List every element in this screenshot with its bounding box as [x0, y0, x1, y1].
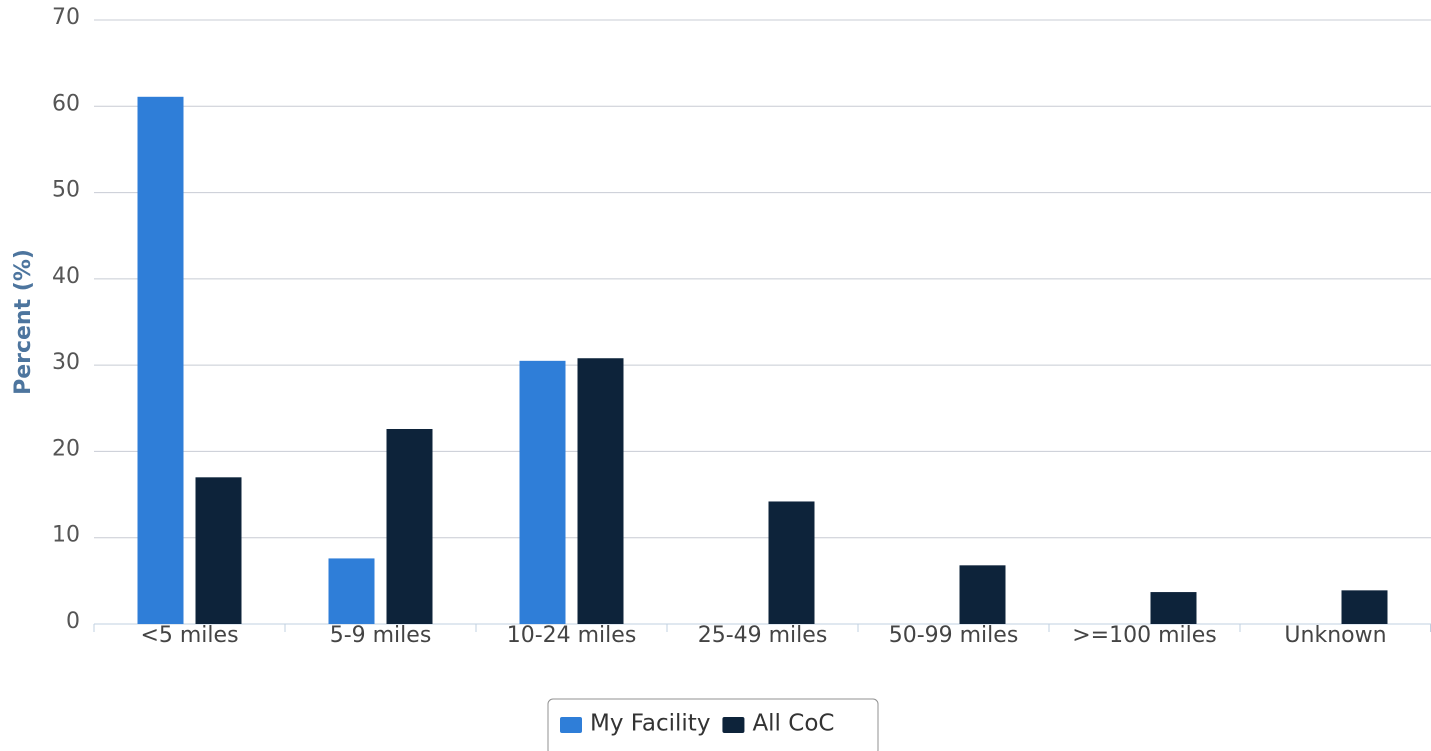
y-axis-title: Percent (%) [11, 249, 36, 395]
legend-box [547, 698, 879, 751]
legend-label: My Facility [590, 711, 710, 737]
x-tick-label: 5-9 miles [330, 623, 432, 648]
y-tick-label: 70 [52, 5, 80, 30]
legend-swatch [722, 717, 745, 733]
legend-label: All CoC [752, 711, 834, 737]
bar [768, 501, 815, 624]
bar [328, 558, 375, 624]
x-tick-label: 50-99 miles [889, 623, 1019, 648]
x-tick-label: <5 miles [140, 623, 238, 648]
bar [137, 96, 184, 624]
bar [1341, 590, 1388, 624]
bar [386, 428, 433, 624]
y-tick-label: 0 [66, 609, 80, 634]
y-tick-label: 10 [52, 523, 80, 548]
bar [577, 358, 624, 624]
y-tick-label: 30 [52, 350, 80, 375]
y-tick-label: 50 [52, 178, 80, 203]
y-tick-label: 60 [52, 91, 80, 116]
x-tick-label: >=100 miles [1072, 623, 1217, 648]
bar [1150, 592, 1197, 624]
x-tick-label: 10-24 miles [507, 623, 637, 648]
x-tick-label: 25-49 miles [698, 623, 828, 648]
legend-swatch [560, 717, 582, 733]
y-tick-label: 40 [52, 264, 80, 289]
bar [959, 565, 1006, 624]
x-tick-label: Unknown [1284, 623, 1386, 648]
bar [519, 360, 566, 624]
y-tick-label: 20 [52, 436, 80, 461]
bar [195, 477, 242, 624]
